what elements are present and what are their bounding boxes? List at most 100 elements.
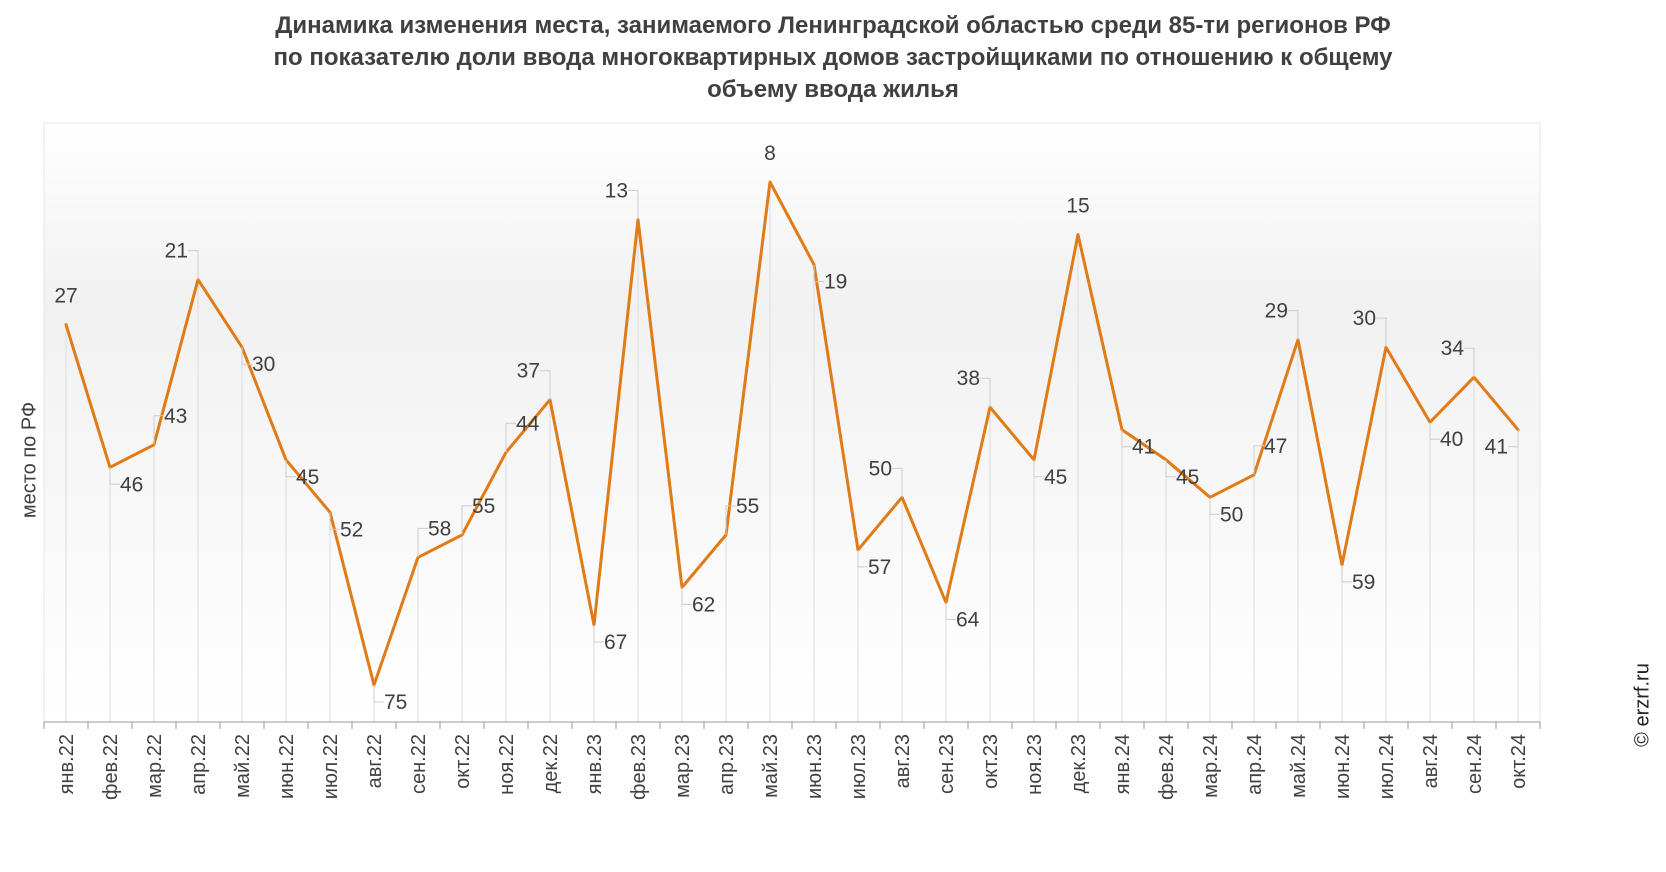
- x-tick-label: апр.24: [1244, 734, 1266, 795]
- chart-title-line-1: Динамика изменения места, занимаемого Ле…: [275, 12, 1391, 39]
- leader-line: [857, 549, 868, 568]
- x-tick-label: июл.23: [848, 734, 870, 799]
- data-label: 27: [54, 285, 77, 308]
- data-label: 59: [1352, 571, 1375, 594]
- data-label: 57: [868, 556, 891, 579]
- x-tick-label: июн.24: [1332, 734, 1354, 799]
- x-tick-label: сен.22: [408, 734, 430, 794]
- x-tick-label: май.22: [232, 734, 254, 798]
- data-label: 38: [957, 367, 980, 390]
- data-label: 30: [252, 353, 275, 376]
- leader-line: [628, 190, 639, 220]
- data-label: 75: [384, 691, 407, 714]
- leader-line: [109, 467, 120, 485]
- x-tick-label: ноя.22: [496, 734, 518, 795]
- leader-line: [1429, 422, 1440, 440]
- x-tick-label: июн.22: [276, 734, 298, 799]
- x-tick-label: окт.24: [1508, 734, 1530, 789]
- data-label: 64: [956, 608, 980, 631]
- x-tick-label: мар.23: [672, 734, 694, 798]
- leader-line: [540, 370, 551, 400]
- leader-line: [593, 624, 604, 643]
- x-tick-label: дек.22: [540, 734, 562, 793]
- data-label: 55: [472, 495, 495, 518]
- chart-title-line-2: по показателю доли ввода многоквартирных…: [273, 44, 1393, 71]
- data-label: 34: [1441, 337, 1465, 360]
- leader-line: [1341, 564, 1352, 583]
- leader-line: [505, 422, 516, 453]
- data-label: 41: [1132, 436, 1155, 459]
- leader-line: [417, 527, 428, 558]
- leader-line: [1209, 497, 1220, 515]
- leader-line: [1508, 429, 1519, 448]
- data-label: 19: [824, 271, 847, 294]
- data-label: 52: [340, 518, 363, 541]
- data-label: 44: [516, 412, 540, 435]
- leader-line: [945, 602, 956, 620]
- x-tick-label: апр.23: [716, 734, 738, 795]
- x-tick-label: авг.24: [1420, 734, 1442, 788]
- x-tick-label: янв.23: [584, 734, 606, 794]
- x-tick-label: авг.22: [364, 734, 386, 788]
- chart-title: Динамика изменения места, занимаемого Ле…: [0, 10, 1666, 106]
- data-label: 45: [1044, 466, 1067, 489]
- x-tick-label: фев.23: [628, 734, 650, 800]
- data-label: 45: [296, 466, 319, 489]
- data-label: 21: [165, 240, 188, 263]
- x-tick-label: мар.24: [1200, 734, 1222, 798]
- x-tick-label: сен.24: [1464, 734, 1486, 794]
- x-tick-label: янв.22: [56, 734, 78, 794]
- x-tick-label: авг.23: [892, 734, 914, 788]
- x-tick-label: сен.23: [936, 734, 958, 794]
- data-label: 30: [1353, 307, 1376, 330]
- x-tick-label: июл.24: [1376, 734, 1398, 799]
- credit-text: © erzrf.ru: [1631, 663, 1654, 747]
- leader-line: [188, 250, 199, 280]
- x-tick-label: окт.23: [980, 734, 1002, 789]
- x-tick-label: апр.22: [188, 734, 210, 795]
- x-tick-label: май.23: [760, 734, 782, 798]
- data-label: 55: [736, 495, 759, 518]
- data-label: 45: [1176, 466, 1199, 489]
- chart-title-line-3: объему ввода жилья: [707, 76, 959, 103]
- leader-line: [329, 512, 340, 530]
- data-label: 46: [120, 473, 143, 496]
- data-label: 29: [1265, 300, 1288, 323]
- leader-line: [813, 264, 824, 283]
- credit-box: © erzrf.ru: [1628, 620, 1658, 790]
- x-tick-label: ноя.23: [1024, 734, 1046, 795]
- data-label: 37: [517, 360, 540, 383]
- x-tick-label: июл.22: [320, 734, 342, 799]
- series-line: [64, 180, 1520, 687]
- leader-line: [373, 685, 384, 703]
- x-tick-label: янв.24: [1112, 734, 1134, 794]
- x-tick-label: май.24: [1288, 734, 1310, 798]
- leader-line: [1253, 445, 1264, 475]
- leader-line: [1464, 347, 1475, 378]
- leader-line: [1376, 317, 1387, 348]
- data-label: 40: [1440, 428, 1463, 451]
- data-label: 15: [1066, 195, 1089, 218]
- leader-line: [241, 347, 252, 365]
- leader-line: [1165, 459, 1176, 478]
- x-tick-label: окт.22: [452, 734, 474, 789]
- data-label: 47: [1264, 435, 1287, 458]
- data-label: 8: [764, 142, 776, 165]
- leader-line: [153, 415, 164, 445]
- leader-line: [681, 587, 692, 605]
- data-label: 50: [1220, 503, 1243, 526]
- x-tick-label: фев.24: [1156, 734, 1178, 800]
- leader-line: [1288, 310, 1299, 340]
- data-label: 43: [164, 405, 187, 428]
- data-label: 13: [605, 180, 628, 203]
- leader-line: [980, 377, 991, 408]
- x-tick-label: дек.23: [1068, 734, 1090, 793]
- x-tick-label: фев.22: [100, 734, 122, 800]
- x-tick-label: мар.22: [144, 734, 166, 798]
- data-label: 50: [869, 457, 892, 480]
- leader-line: [461, 505, 472, 535]
- x-tick-label: июн.23: [804, 734, 826, 799]
- leader-line: [725, 505, 736, 535]
- data-label: 41: [1485, 436, 1508, 459]
